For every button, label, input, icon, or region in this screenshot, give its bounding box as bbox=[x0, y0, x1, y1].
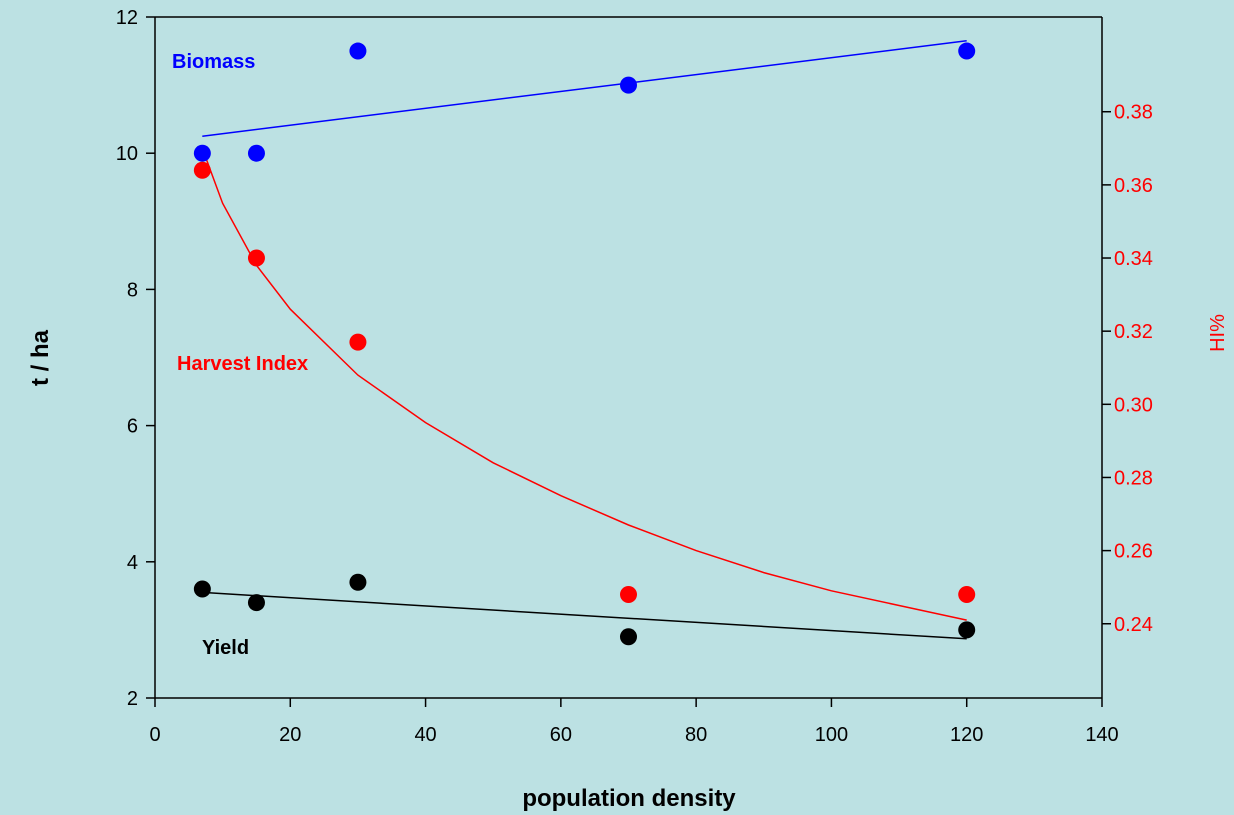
y-tick-label: 12 bbox=[116, 7, 138, 29]
x-axis-title: population density bbox=[522, 785, 736, 812]
y-tick-label: 2 bbox=[127, 688, 138, 710]
y-tick-label: 10 bbox=[116, 143, 138, 165]
x-tick-label: 120 bbox=[950, 724, 983, 746]
x-tick-label: 40 bbox=[414, 724, 436, 746]
harvest-index-point bbox=[958, 585, 976, 603]
y2-tick-label: 0.30 bbox=[1114, 394, 1153, 416]
harvest-index-point bbox=[620, 585, 637, 603]
y2-tick-label: 0.36 bbox=[1114, 175, 1153, 197]
y2-tick-label: 0.26 bbox=[1114, 541, 1153, 563]
x-tick-label: 140 bbox=[1085, 724, 1118, 746]
biomass-point bbox=[958, 42, 976, 60]
y-tick-label: 4 bbox=[127, 552, 138, 574]
yield-point bbox=[247, 594, 265, 612]
axes: 0 20 40 60 80 100 120 140 2 4 6 8 10 12 0.24 0.26 0.28 0.… bbox=[116, 7, 1153, 746]
yield-point bbox=[349, 573, 367, 591]
x-tick-label: 80 bbox=[685, 724, 707, 746]
biomass-fit-line bbox=[202, 40, 967, 137]
yield-point bbox=[620, 628, 637, 646]
x-tick-label: 100 bbox=[815, 724, 848, 746]
yield-fit-line bbox=[202, 591, 967, 640]
yield-label: Yield bbox=[202, 637, 249, 659]
harvest-index-point bbox=[193, 161, 211, 179]
biomass-point bbox=[193, 144, 211, 162]
harvest-index-point bbox=[349, 333, 367, 351]
x-tick-label: 0 bbox=[149, 724, 160, 746]
y2-tick-label: 0.34 bbox=[1114, 248, 1153, 270]
harvest-index-point bbox=[247, 249, 265, 267]
y2-axis-title: HI% bbox=[1207, 314, 1229, 352]
y2-tick-label: 0.38 bbox=[1114, 102, 1153, 124]
y2-tick-label: 0.28 bbox=[1114, 467, 1153, 489]
yield-point bbox=[193, 580, 211, 598]
biomass-point bbox=[247, 144, 265, 162]
biomass-point bbox=[620, 76, 637, 94]
labels: Biomass Harvest Index Yield population d… bbox=[27, 51, 1229, 812]
yield-point bbox=[958, 621, 976, 639]
biomass-label: Biomass bbox=[172, 51, 255, 73]
y2-tick-label: 0.32 bbox=[1114, 321, 1153, 343]
data-points bbox=[193, 42, 976, 646]
y2-tick-label: 0.24 bbox=[1114, 614, 1153, 636]
biomass-point bbox=[349, 42, 367, 60]
x-tick-label: 20 bbox=[279, 724, 301, 746]
x-tick-label: 60 bbox=[550, 724, 572, 746]
harvest-index-label: Harvest Index bbox=[177, 353, 308, 375]
y-tick-label: 8 bbox=[127, 279, 138, 301]
y-axis-title: t / ha bbox=[27, 329, 54, 386]
y-tick-label: 6 bbox=[127, 416, 138, 438]
fit-lines bbox=[201, 40, 967, 640]
harvest-index-fit-line bbox=[201, 148, 967, 621]
